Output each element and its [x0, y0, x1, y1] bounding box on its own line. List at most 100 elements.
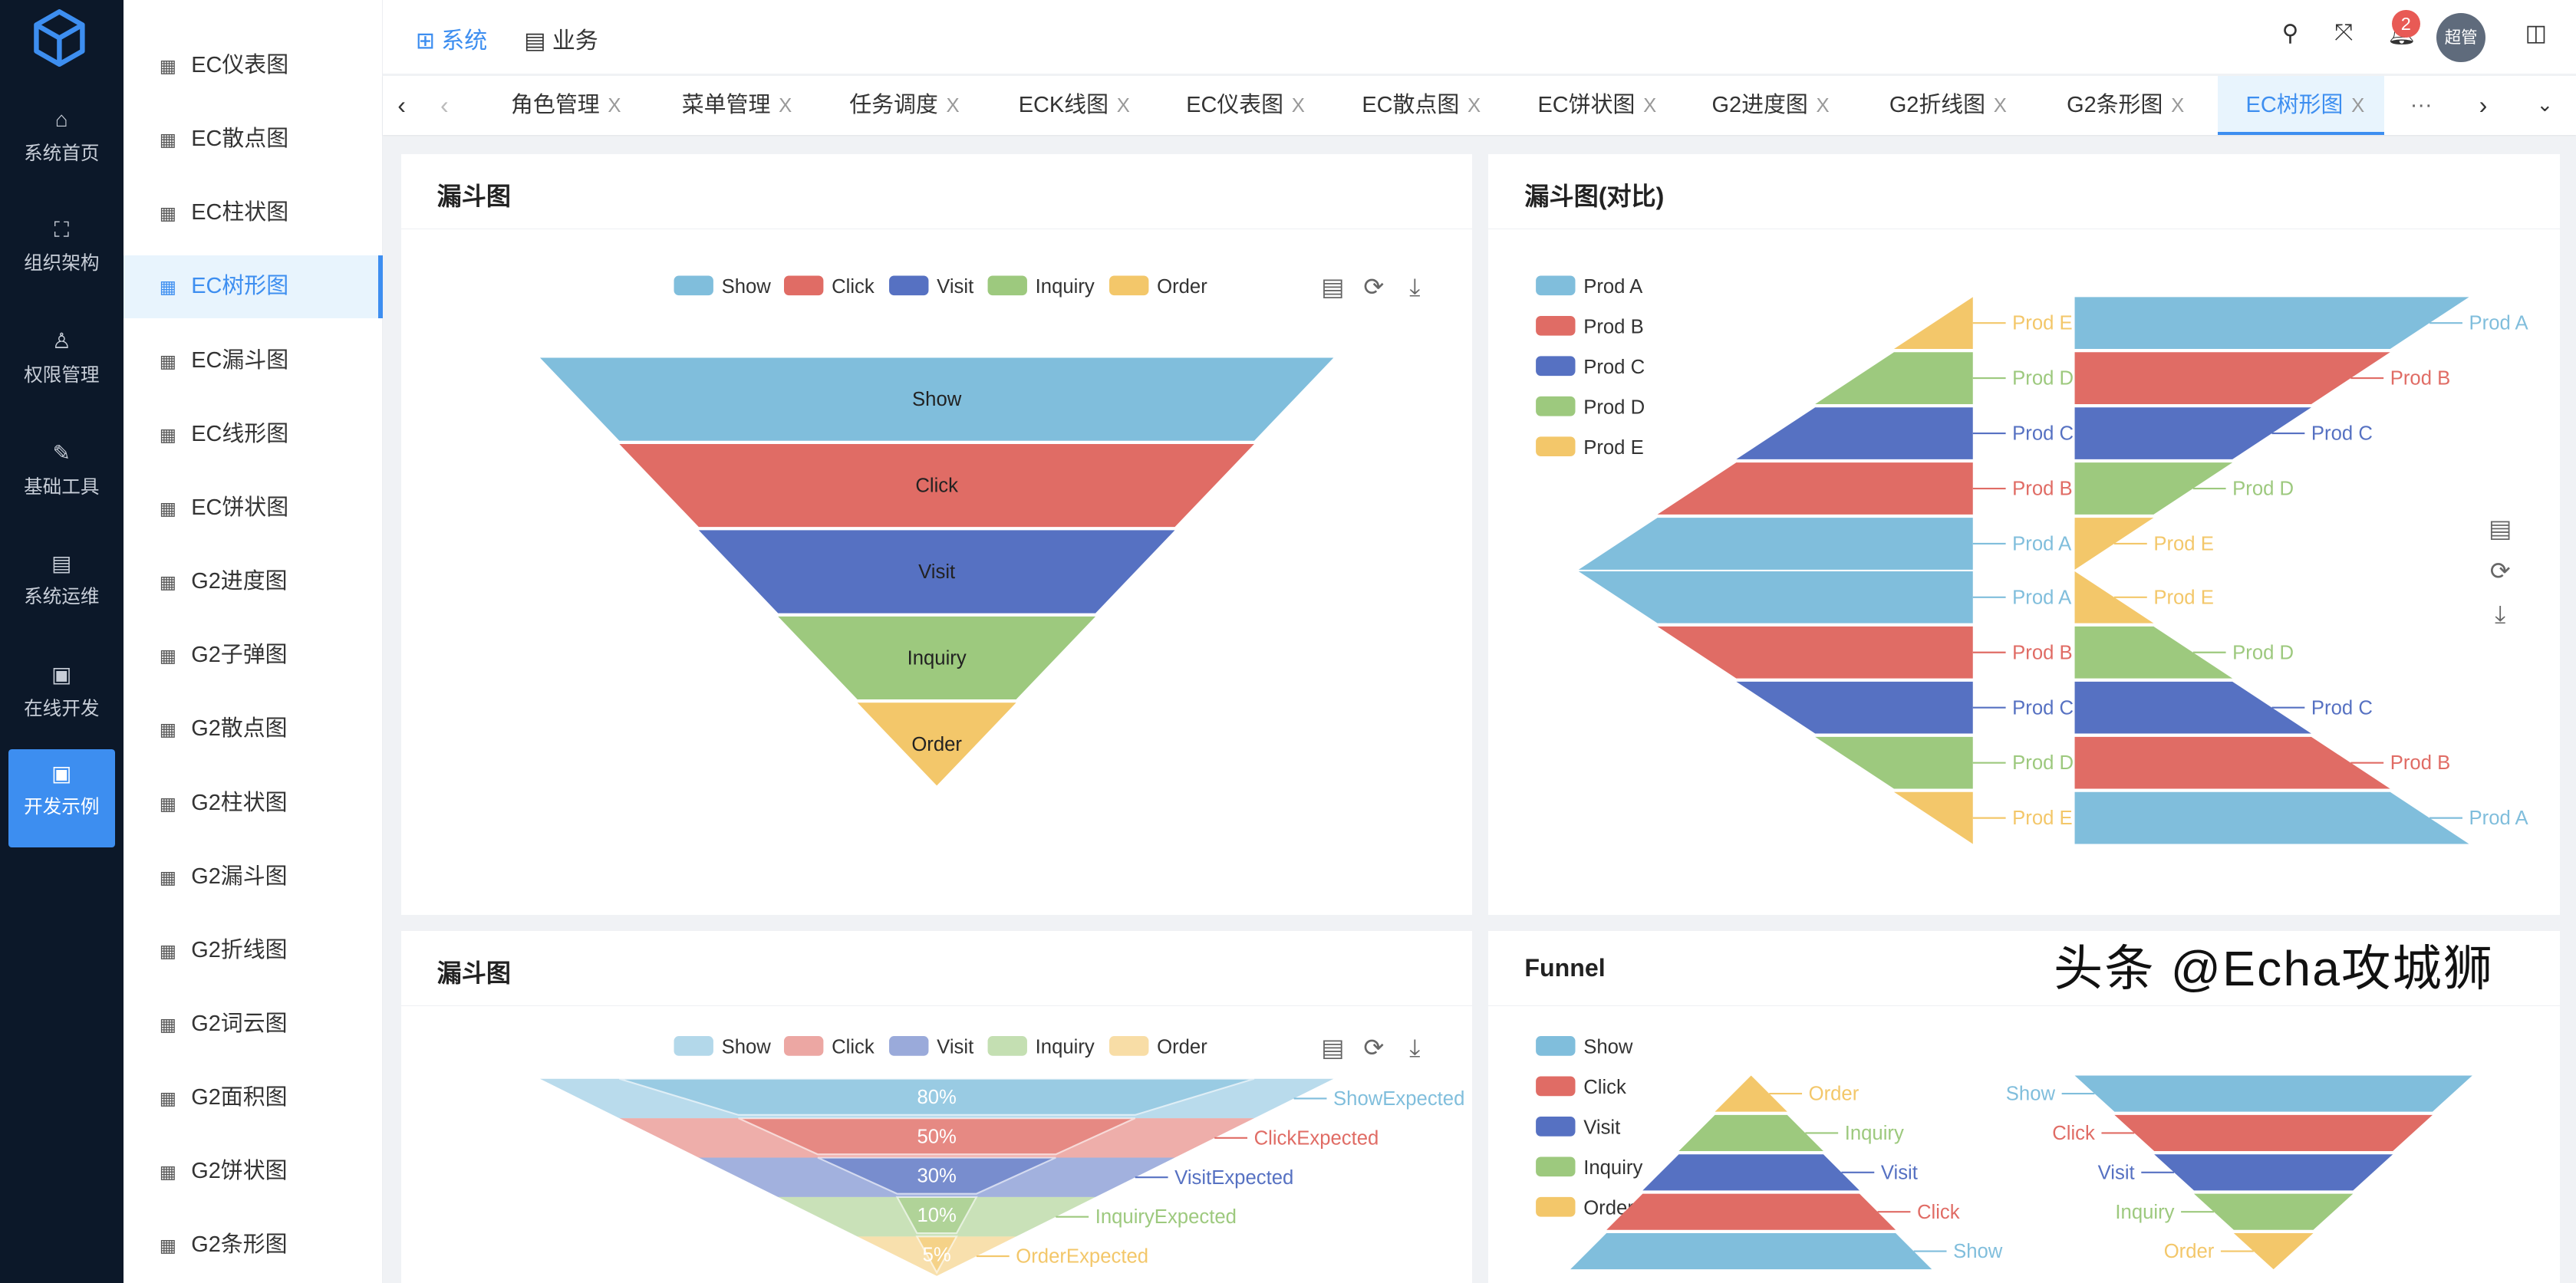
funnel-segment[interactable] — [539, 357, 1333, 442]
legend-label[interactable]: Show — [1583, 1037, 1633, 1058]
legend-swatch[interactable] — [888, 275, 928, 296]
tab[interactable]: EC树形图 X — [2218, 75, 2384, 135]
funnel-segment[interactable] — [1642, 1154, 1860, 1191]
legend-label[interactable]: Order — [1157, 1037, 1207, 1058]
close-icon[interactable]: X — [2351, 94, 2365, 117]
save-image-icon[interactable]: ⤓ — [1409, 273, 1420, 301]
funnel-segment[interactable] — [1657, 627, 1974, 679]
data-view-icon[interactable]: ▤ — [1321, 273, 1344, 301]
legend-label[interactable]: Prod B — [1583, 317, 1644, 338]
data-view-icon[interactable]: ▤ — [2489, 515, 2512, 542]
funnel-segment[interactable] — [2074, 792, 2469, 844]
nav-system[interactable]: ⊞ 系统 — [415, 28, 488, 54]
menu-item[interactable]: ▦ EC树形图 — [123, 255, 383, 318]
funnel-segment[interactable] — [618, 1077, 1254, 1117]
rail-item[interactable]: ♙ 权限管理 — [8, 317, 115, 415]
legend-swatch[interactable] — [783, 1036, 823, 1057]
funnel-segment[interactable] — [1894, 297, 1974, 350]
funnel-segment[interactable] — [2074, 352, 2391, 405]
legend-label[interactable]: Order — [1157, 276, 1207, 298]
funnel-segment[interactable] — [2074, 1075, 2473, 1112]
restore-icon[interactable]: ⟳ — [1363, 273, 1384, 301]
funnel-segment[interactable] — [1894, 792, 1974, 844]
menu-item[interactable]: ▦ EC漏斗图 — [124, 330, 383, 392]
funnel-segment[interactable] — [1657, 462, 1974, 515]
funnel-segment[interactable] — [2194, 1193, 2354, 1231]
legend-swatch[interactable] — [1108, 275, 1148, 296]
close-icon[interactable]: X — [946, 94, 960, 117]
funnel-segment[interactable] — [2074, 571, 2154, 623]
legend-swatch[interactable] — [1108, 1036, 1148, 1057]
restore-icon[interactable]: ⟳ — [1363, 1034, 1384, 1061]
menu-item[interactable]: ▦ G2子弹图 — [124, 624, 383, 686]
legend-label[interactable]: Inquiry — [1035, 1037, 1094, 1058]
tab[interactable]: EC散点图 X — [1346, 76, 1497, 135]
legend-swatch[interactable] — [674, 275, 713, 296]
menu-item[interactable]: ▦ G2条形图 — [124, 1214, 383, 1276]
legend-swatch[interactable] — [1536, 1036, 1576, 1057]
funnel-segment[interactable] — [2154, 1154, 2393, 1191]
nav-business[interactable]: ▤ 业务 — [524, 28, 598, 54]
scroll-right-icon[interactable]: › — [2479, 90, 2488, 119]
funnel-segment[interactable] — [618, 444, 1254, 528]
funnel-segment[interactable] — [2234, 1233, 2314, 1270]
legend-swatch[interactable] — [1536, 436, 1576, 457]
scroll-left-secondary-icon[interactable]: ‹ — [440, 90, 449, 119]
funnel-segment[interactable] — [737, 1117, 1135, 1156]
legend-swatch[interactable] — [987, 1036, 1027, 1057]
legend-label[interactable]: Click — [1583, 1077, 1626, 1098]
close-icon[interactable]: X — [608, 94, 621, 117]
menu-item[interactable]: ▦ G2词云图 — [124, 993, 383, 1055]
menu-item[interactable]: ▦ EC饼状图 — [124, 477, 383, 539]
legend-swatch[interactable] — [1536, 356, 1576, 377]
more-tabs-button[interactable]: ··· — [2410, 92, 2433, 117]
tab[interactable]: G2条形图 X — [2051, 76, 2201, 135]
funnel-segment[interactable] — [2114, 1115, 2433, 1152]
menu-item[interactable]: ▦ G2柱状图 — [124, 772, 383, 834]
menu-item[interactable]: ▦ G2饼状图 — [124, 1140, 383, 1202]
tab[interactable]: 菜单管理 X — [665, 76, 808, 135]
tab[interactable]: EC饼状图 X — [1521, 76, 1673, 135]
funnel-segment[interactable] — [2074, 407, 2312, 460]
close-icon[interactable]: X — [1643, 94, 1657, 117]
legend-swatch[interactable] — [1536, 1197, 1576, 1217]
funnel-segment[interactable] — [1815, 737, 1974, 789]
funnel-segment[interactable] — [2074, 682, 2312, 734]
legend-label[interactable]: Show — [721, 276, 771, 298]
close-icon[interactable]: X — [2171, 94, 2185, 117]
menu-item[interactable]: ▦ EC线形图 — [124, 403, 383, 465]
legend-label[interactable]: Click — [832, 276, 875, 298]
save-image-icon[interactable]: ⤓ — [2495, 600, 2505, 628]
logo-cube-icon[interactable] — [31, 8, 87, 67]
menu-item[interactable]: ▦ G2面积图 — [124, 1067, 383, 1129]
legend-label[interactable]: Visit — [937, 1037, 973, 1058]
scroll-left-icon[interactable]: ‹ — [397, 90, 406, 119]
funnel-segment[interactable] — [915, 1235, 958, 1275]
fullscreen-icon[interactable]: ⤧ — [2334, 19, 2354, 45]
legend-label[interactable]: Prod E — [1583, 437, 1644, 459]
rail-item[interactable]: ✎ 基础工具 — [8, 429, 115, 527]
legend-swatch[interactable] — [987, 275, 1027, 296]
close-icon[interactable]: X — [1816, 94, 1830, 117]
legend-label[interactable]: Prod D — [1583, 397, 1645, 419]
close-icon[interactable]: X — [1116, 94, 1130, 117]
funnel-segment[interactable] — [2074, 297, 2469, 350]
funnel-segment[interactable] — [2074, 462, 2233, 515]
layout-icon[interactable]: ◫ — [2525, 20, 2547, 46]
close-icon[interactable]: X — [1291, 94, 1305, 117]
funnel-segment[interactable] — [1570, 1233, 1932, 1270]
legend-label[interactable]: Visit — [937, 276, 973, 298]
funnel-segment[interactable] — [1579, 518, 1974, 571]
search-icon[interactable]: ⚲ — [2281, 20, 2299, 46]
avatar[interactable]: 超管 — [2436, 13, 2486, 63]
rail-item[interactable]: ▤ 系统运维 — [8, 538, 115, 637]
funnel-segment[interactable] — [1715, 1075, 1788, 1112]
save-image-icon[interactable]: ⤓ — [1409, 1034, 1420, 1061]
legend-swatch[interactable] — [783, 275, 823, 296]
legend-swatch[interactable] — [888, 1036, 928, 1057]
legend-swatch[interactable] — [1536, 1156, 1576, 1177]
menu-item[interactable]: ▦ G2折线图 — [124, 919, 383, 982]
menu-item[interactable]: ▦ G2进度图 — [124, 551, 383, 613]
tab[interactable]: 角色管理 X — [495, 76, 637, 135]
tab[interactable]: G2进度图 X — [1695, 76, 1846, 135]
